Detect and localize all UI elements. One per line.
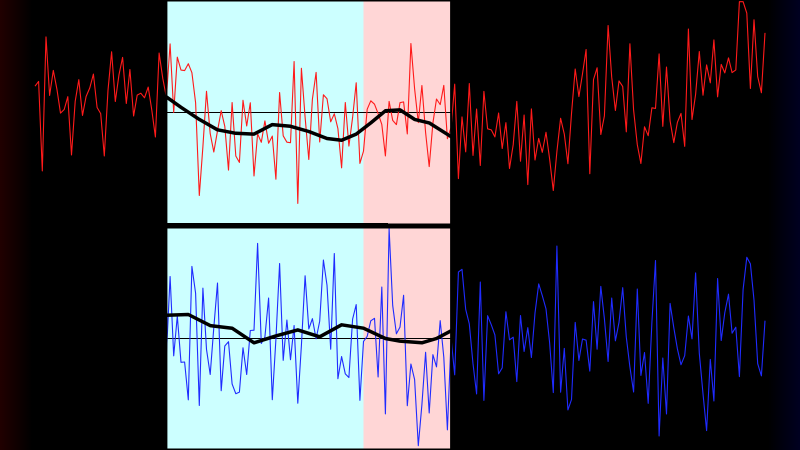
- top-panel-smoothed-series: [164, 95, 453, 142]
- top-panel: [34, 0, 766, 226]
- left-edge-shade: [0, 0, 32, 450]
- bottom-panel: [164, 226, 766, 450]
- right-edge-shade: [768, 0, 800, 450]
- bottom-panel-smoothed-series: [164, 312, 453, 345]
- bottom-panel-raw-series: [165, 228, 766, 447]
- top-panel-raw-series: [34, 1, 766, 204]
